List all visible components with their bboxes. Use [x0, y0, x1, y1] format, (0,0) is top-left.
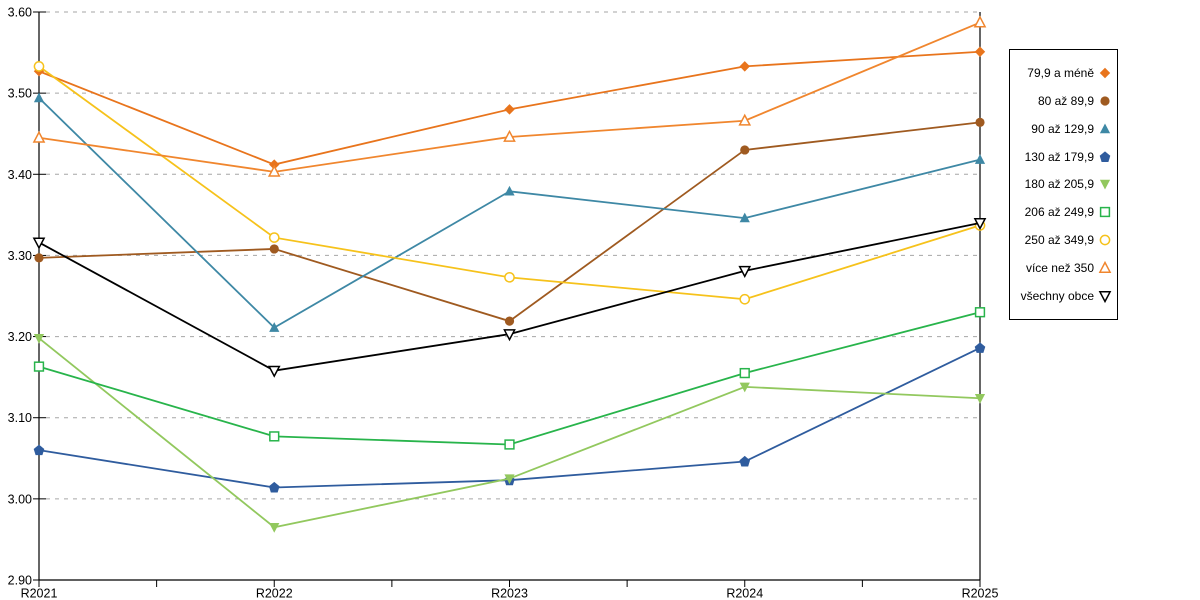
x-axis-tick-label: R2023	[491, 587, 528, 600]
legend-item: 180 až 205,9	[1010, 177, 1117, 191]
legend-label: 80 až 89,9	[1037, 93, 1094, 108]
data-point-marker	[267, 164, 281, 177]
pentagon-marker-icon	[1099, 150, 1111, 162]
x-axis-tick-label: R2025	[962, 587, 999, 600]
legend-item: 250 až 349,9	[1010, 233, 1117, 247]
data-point-marker	[974, 394, 986, 404]
legend-marker-glyph	[1099, 150, 1111, 162]
data-point-marker	[504, 439, 515, 450]
data-point-marker	[32, 237, 46, 250]
square-marker-icon	[1099, 207, 1111, 218]
data-point-marker	[974, 46, 986, 57]
data-point-marker	[33, 444, 45, 456]
series-line-8	[38, 21, 981, 173]
data-point-marker	[32, 130, 46, 143]
legend-marker-glyph	[1099, 67, 1111, 79]
data-point-marker	[739, 455, 751, 467]
data-point-marker	[33, 92, 45, 103]
data-point-marker	[269, 322, 280, 332]
legend-label: 206 až 249,9	[1024, 205, 1094, 220]
x-axis-tick-label: R2024	[726, 587, 763, 600]
legend-label: 130 až 179,9	[1024, 149, 1094, 164]
x-axis-tick-label: R2022	[256, 587, 293, 600]
legend-item: 90 až 129,9	[1010, 122, 1117, 136]
series-line-2	[38, 121, 981, 323]
data-point-marker	[269, 159, 280, 170]
legend-item: 80 až 89,9	[1010, 94, 1117, 108]
data-point-marker	[504, 474, 515, 485]
legend-marker-glyph	[1099, 180, 1111, 190]
y-axis-tick-label: 3.60	[8, 6, 32, 20]
legend-label: více než 350	[1025, 261, 1094, 276]
data-point-marker	[738, 265, 752, 278]
legend-marker-glyph	[1099, 234, 1111, 246]
data-point-marker	[739, 293, 751, 305]
data-point-marker	[973, 15, 987, 28]
circle-marker-icon	[1099, 234, 1111, 246]
legend-marker-glyph	[1100, 96, 1110, 106]
triangle-down-marker-icon	[1099, 180, 1111, 190]
legend-item: více než 350	[1010, 261, 1117, 275]
legend-marker-glyph	[1098, 291, 1112, 304]
legend-marker-glyph	[1099, 123, 1111, 133]
data-point-marker	[739, 61, 750, 72]
legend-label: všechny obce	[1020, 289, 1094, 304]
data-point-marker	[268, 232, 280, 243]
data-point-marker	[269, 431, 280, 442]
data-point-marker	[503, 129, 516, 142]
data-point-marker	[503, 329, 516, 342]
triangle-up-marker-icon	[1099, 123, 1111, 133]
legend-label: 79,9 a méně	[1027, 65, 1094, 80]
data-point-marker	[504, 271, 515, 283]
y-axis-tick-label: 3.00	[8, 492, 32, 506]
circle-marker-icon	[1100, 96, 1110, 106]
data-point-marker	[34, 253, 44, 263]
data-point-marker	[974, 154, 986, 164]
data-point-marker	[739, 382, 750, 393]
triangle-down-marker-icon	[1098, 291, 1112, 304]
legend-item: 130 až 179,9	[1010, 150, 1117, 164]
data-point-marker	[504, 316, 515, 326]
data-point-marker	[504, 104, 515, 115]
data-point-marker	[268, 481, 280, 493]
legend-item: 79,9 a méně	[1010, 66, 1117, 80]
legend: 79,9 a méně 80 až 89,9 90 až 129,9 130 až 1…	[1009, 49, 1118, 320]
y-axis-tick-label: 3.20	[8, 330, 32, 344]
data-point-marker	[267, 365, 281, 378]
legend-item: 206 až 249,9	[1010, 205, 1117, 219]
y-axis-tick-label: 3.40	[8, 168, 32, 182]
series-line-7	[38, 65, 981, 301]
data-point-marker	[975, 117, 985, 127]
legend-item: všechny obce	[1010, 289, 1117, 304]
data-point-marker	[740, 145, 750, 155]
data-point-marker	[974, 342, 986, 353]
data-point-marker	[33, 61, 45, 72]
data-point-marker	[974, 307, 986, 318]
legend-label: 180 až 205,9	[1024, 177, 1094, 192]
data-point-marker	[738, 113, 752, 126]
data-point-marker	[33, 333, 45, 344]
y-axis-tick-label: 3.30	[8, 249, 32, 263]
diamond-marker-icon	[1099, 67, 1111, 79]
data-point-marker	[973, 218, 987, 231]
data-point-marker	[504, 185, 515, 196]
data-point-marker	[739, 367, 750, 379]
legend-marker-glyph	[1099, 207, 1111, 218]
data-point-marker	[739, 212, 750, 223]
legend-label: 90 až 129,9	[1031, 121, 1094, 136]
y-axis-tick-label: 3.50	[8, 87, 32, 101]
y-axis-tick-label: 2.90	[8, 574, 32, 588]
y-axis-tick-label: 3.10	[8, 411, 32, 425]
legend-label: 250 až 349,9	[1024, 233, 1094, 248]
data-point-marker	[269, 523, 280, 533]
x-axis-tick-label: R2021	[21, 587, 58, 600]
legend-marker-glyph	[1098, 261, 1112, 274]
data-point-marker	[33, 361, 45, 372]
triangle-up-marker-icon	[1098, 261, 1112, 274]
data-point-marker	[269, 244, 279, 254]
